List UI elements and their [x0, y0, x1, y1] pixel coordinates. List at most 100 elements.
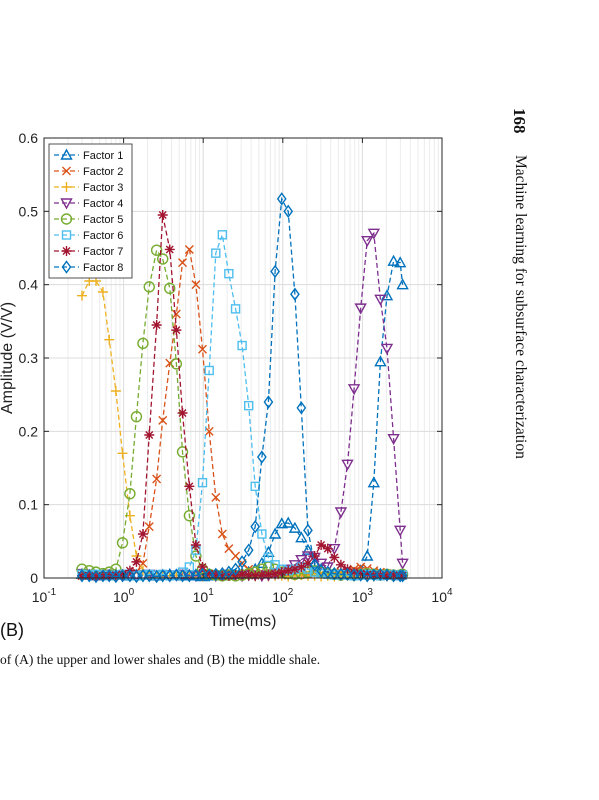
data-point	[380, 343, 394, 355]
data-point	[152, 474, 162, 484]
data-point	[354, 303, 367, 315]
data-point	[335, 559, 346, 570]
data-point	[393, 525, 407, 537]
data-point	[334, 507, 348, 519]
legend-entry: Factor 8	[54, 260, 123, 274]
tick-labels: 0 0.1 0.2 0.3 0.4 0.5 0.6 10-1 100 101 102 103 104	[19, 130, 453, 605]
data-point	[77, 569, 87, 583]
data-point	[349, 567, 360, 578]
running-head: Machine learning for subsurface characte…	[512, 155, 529, 459]
data-point	[157, 253, 169, 265]
figure-caption: of (A) the upper and lower shales and (B…	[0, 652, 321, 667]
data-point	[396, 558, 409, 570]
data-point	[282, 516, 295, 528]
data-point	[137, 529, 148, 539]
data-point	[91, 569, 101, 584]
y-tick-label: 0.5	[19, 203, 39, 219]
data-point	[144, 430, 155, 440]
data-point	[295, 531, 308, 543]
data-point	[217, 570, 228, 581]
data-point	[387, 433, 400, 446]
data-point	[217, 529, 227, 539]
data-point	[329, 552, 340, 563]
data-point	[342, 567, 353, 582]
data-point	[255, 556, 269, 569]
data-point	[84, 570, 95, 581]
legend-entry: Factor 6	[54, 230, 123, 242]
data-point	[257, 450, 267, 464]
data-point	[217, 230, 228, 240]
data-point	[90, 571, 101, 582]
data-point	[263, 569, 274, 580]
data-point	[178, 258, 188, 268]
data-point	[289, 564, 300, 575]
data-point	[316, 540, 327, 550]
data-point	[157, 569, 168, 583]
legend-label: Factor 3	[83, 182, 123, 194]
data-point	[301, 543, 315, 555]
legend-label: Factor 1	[83, 150, 123, 162]
data-point	[349, 568, 359, 582]
data-point	[124, 487, 136, 500]
data-point	[288, 521, 302, 533]
data-point	[117, 569, 128, 580]
x-tick-label: 102	[272, 587, 294, 605]
data-point	[224, 544, 234, 554]
data-point	[302, 558, 313, 569]
data-point	[190, 550, 202, 562]
data-point	[367, 228, 381, 240]
legend-entry: Factor 5	[54, 213, 123, 226]
data-point	[191, 280, 201, 290]
data-point	[197, 567, 208, 582]
x-tick-label: 103	[352, 587, 374, 605]
data-point	[76, 290, 87, 301]
data-point	[396, 278, 409, 290]
data-point	[250, 519, 261, 534]
data-point	[395, 569, 406, 583]
legend-marker	[60, 213, 73, 225]
x-tick-label: 100	[113, 587, 135, 605]
data-point	[382, 568, 392, 582]
data-point	[283, 204, 294, 219]
page-number: 168	[510, 108, 529, 134]
data-point	[361, 235, 374, 248]
data-point	[157, 210, 168, 220]
data-point	[388, 569, 399, 583]
data-point	[375, 570, 386, 581]
data-point	[230, 304, 241, 314]
data-point	[296, 401, 307, 415]
data-point	[256, 570, 267, 581]
legend-label: Factor 7	[83, 246, 123, 258]
series-line	[81, 232, 403, 577]
data-point	[211, 492, 221, 502]
data-point	[164, 282, 176, 295]
data-point	[84, 569, 95, 583]
data-point	[329, 566, 340, 581]
data-point	[309, 558, 320, 572]
legend-entry: Factor 7	[54, 246, 123, 258]
legend-entry: Factor 1	[54, 148, 123, 162]
data-point	[362, 569, 373, 580]
data-point	[381, 570, 392, 581]
data-point	[250, 570, 261, 581]
data-point	[104, 569, 115, 583]
amplitude-chart: 0 0.1 0.2 0.3 0.4 0.5 0.6 10-1 100 101 102 103 104 T…	[0, 130, 453, 630]
data-point	[204, 568, 215, 579]
legend: Factor 1 Factor 2 Factor 3 Factor 4 Factor 5…	[48, 143, 133, 279]
data-point	[374, 294, 387, 306]
data-point	[243, 543, 254, 557]
data-point	[375, 567, 386, 582]
data-point	[97, 287, 108, 297]
data-point	[210, 570, 221, 581]
data-point	[303, 523, 313, 538]
data-point	[268, 527, 282, 539]
data-point	[388, 570, 399, 581]
x-tick-label: 10-1	[32, 587, 57, 605]
data-point	[387, 254, 400, 266]
legend-marker	[61, 246, 72, 256]
data-point	[190, 540, 201, 550]
data-point	[177, 569, 188, 583]
data-point	[283, 565, 294, 576]
y-tick-label: 0.1	[19, 497, 39, 513]
series-line	[81, 248, 403, 577]
